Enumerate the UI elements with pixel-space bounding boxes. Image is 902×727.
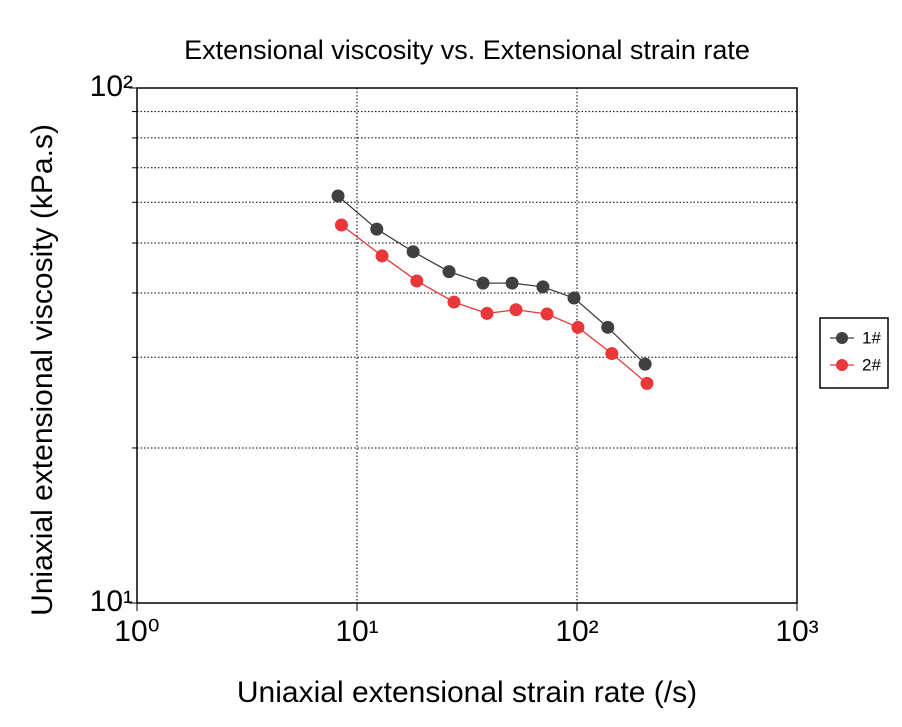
- data-point: [601, 320, 615, 334]
- y-axis-label: Uniaxial extensional viscosity (kPa.s): [26, 124, 59, 616]
- legend-marker: [836, 332, 848, 344]
- x-tick-label: 10⁰: [114, 615, 159, 648]
- series-line: [337, 195, 646, 365]
- data-point: [480, 306, 494, 320]
- legend-label: 1#: [862, 328, 881, 347]
- legend-box: [819, 317, 889, 389]
- data-point: [447, 295, 461, 309]
- data-point: [536, 280, 550, 294]
- x-axis-label: Uniaxial extensional strain rate (/s): [237, 676, 697, 709]
- data-point: [442, 265, 456, 279]
- data-point: [509, 303, 523, 317]
- data-point: [605, 347, 619, 361]
- data-point: [375, 249, 389, 263]
- series-line: [341, 224, 648, 384]
- data-point: [334, 218, 348, 232]
- data-point: [571, 320, 585, 334]
- data-point: [410, 274, 424, 288]
- legend-marker: [836, 359, 848, 371]
- data-point: [406, 245, 420, 259]
- x-tick-label: 10¹: [335, 615, 378, 648]
- x-tick-label: 10²: [555, 615, 598, 648]
- data-point: [476, 276, 490, 290]
- data-point: [640, 376, 654, 390]
- data-point: [638, 357, 652, 371]
- plot-frame: [136, 87, 798, 604]
- data-point: [331, 189, 345, 203]
- data-point: [505, 276, 519, 290]
- y-tick-label: 10²: [90, 70, 133, 103]
- legend-label: 2#: [862, 355, 881, 374]
- data-point: [370, 222, 384, 236]
- x-tick-label: 10³: [775, 615, 818, 648]
- data-point: [567, 291, 581, 305]
- chart-title: Extensional viscosity vs. Extensional st…: [184, 35, 750, 65]
- y-tick-label: 10¹: [90, 585, 133, 618]
- data-point: [540, 307, 554, 321]
